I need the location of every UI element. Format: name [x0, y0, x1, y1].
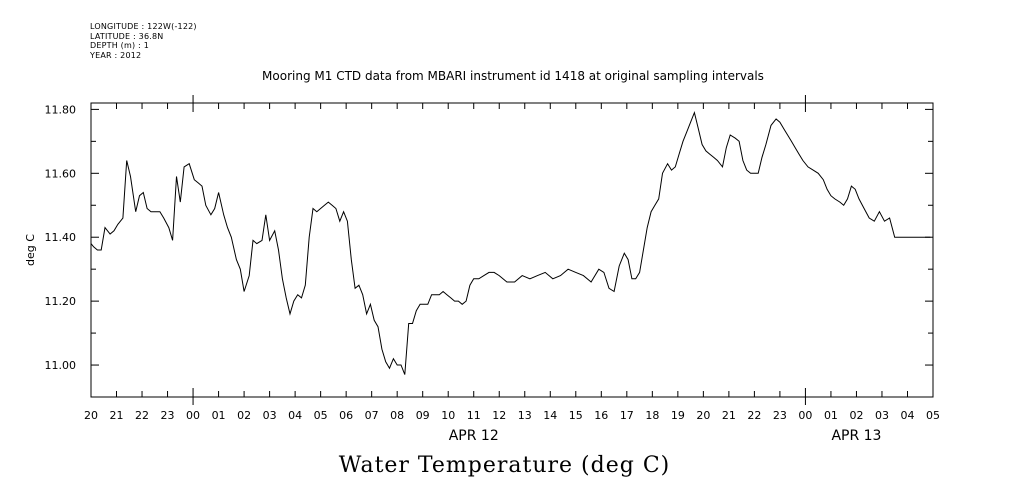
x-tick-label: 02	[237, 409, 251, 422]
x-tick-label: 00	[798, 409, 812, 422]
depth-label: DEPTH (m) : 1	[90, 41, 149, 50]
x-tick-label: 03	[875, 409, 889, 422]
x-tick-label: 13	[518, 409, 532, 422]
y-tick-label: 11.60	[45, 167, 77, 180]
metadata-block: LONGITUDE : 122W(-122) LATITUDE : 36.8N …	[90, 22, 197, 60]
x-tick-label: 23	[773, 409, 787, 422]
x-tick-label: 18	[645, 409, 659, 422]
x-tick-label: 01	[824, 409, 838, 422]
x-tick-label: 11	[467, 409, 481, 422]
y-tick-label: 11.40	[45, 231, 77, 244]
x-tick-label: 21	[722, 409, 736, 422]
year-label: YEAR : 2012	[90, 50, 142, 60]
x-tick-labels: 20 21 22 23 00 01 02 03 04 05 06 07 08 09 10 11 12 13 14 15…	[84, 409, 940, 422]
x-tick-label: 16	[594, 409, 608, 422]
x-tick-label: 09	[416, 409, 430, 422]
x-tick-label: 10	[441, 409, 455, 422]
y-tick-label: 11.00	[45, 359, 77, 372]
y-axis-label: deg C	[24, 234, 37, 266]
temperature-series-line	[90, 110, 931, 375]
x-tick-label: 08	[390, 409, 404, 422]
x-tick-label: 22	[135, 409, 149, 422]
x-tick-label: 05	[926, 409, 940, 422]
x-tick-label: 07	[365, 409, 379, 422]
date-label: APR 13	[831, 428, 881, 444]
x-tick-label: 12	[492, 409, 506, 422]
plot-frame	[90, 102, 934, 398]
date-labels: APR 12 APR 13	[449, 428, 882, 444]
x-tick-label: 03	[263, 409, 277, 422]
latitude-label: LATITUDE : 36.8N	[90, 31, 164, 41]
date-label: APR 12	[449, 428, 499, 444]
x-tick-label: 19	[671, 409, 685, 422]
x-tick-label: 06	[339, 409, 353, 422]
x-tick-label: 05	[314, 409, 328, 422]
x-tick-label: 00	[186, 409, 200, 422]
x-tick-label: 04	[288, 409, 302, 422]
y-tick-labels: 11.00 11.20 11.40 11.60 11.80	[45, 103, 77, 372]
bottom-title: Water Temperature (deg C)	[338, 453, 671, 478]
chart-title: Mooring M1 CTD data from MBARI instrumen…	[262, 69, 764, 83]
x-tick-label: 14	[543, 409, 557, 422]
tick-marks	[90, 95, 934, 405]
x-tick-label: 15	[569, 409, 583, 422]
x-tick-label: 22	[747, 409, 761, 422]
y-tick-label: 11.80	[45, 103, 77, 116]
x-tick-label: 01	[212, 409, 226, 422]
x-tick-label: 21	[110, 409, 124, 422]
x-tick-label: 20	[84, 409, 98, 422]
longitude-label: LONGITUDE : 122W(-122)	[90, 22, 197, 31]
y-tick-label: 11.20	[45, 295, 77, 308]
x-tick-label: 20	[696, 409, 710, 422]
x-tick-label: 17	[620, 409, 634, 422]
x-tick-label: 02	[849, 409, 863, 422]
x-tick-label: 23	[161, 409, 175, 422]
x-tick-label: 04	[900, 409, 914, 422]
